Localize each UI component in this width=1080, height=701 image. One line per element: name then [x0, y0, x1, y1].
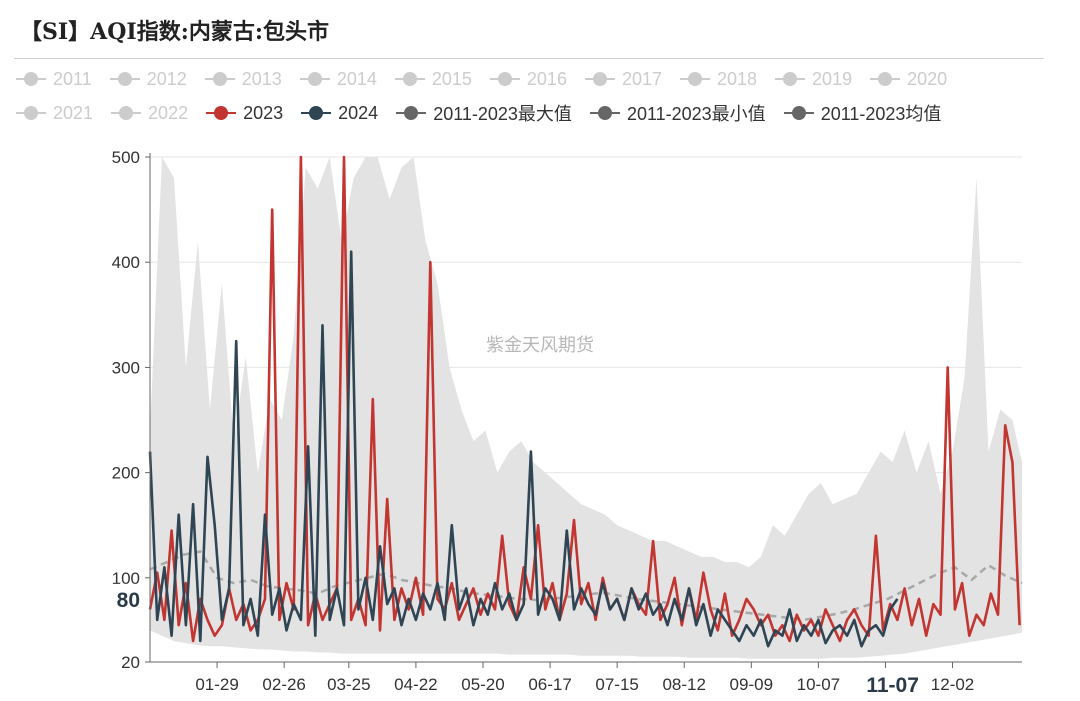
chart-legend: 2011 2012 2013 2014 2015 2016 2017 2018 2019 2020… [16, 62, 1066, 130]
mean-line [149, 550, 1023, 622]
min-max-band [150, 157, 1022, 659]
y-tick-label: 400 [112, 253, 140, 272]
hover-value-label: 80 [117, 589, 140, 612]
legend-row-bottom: 2021 2022 2023 2024 2011-2023最大值 2011-2023最小值… [16, 96, 1066, 130]
legend-label: 2012 [146, 68, 187, 89]
legend-item-2011-2023最大值[interactable]: 2011-2023最大值 [396, 100, 572, 126]
legend-marker-icon [299, 72, 330, 86]
legend-item-2023[interactable]: 2023 [206, 103, 283, 124]
legend-label: 2011-2023最大值 [433, 104, 572, 124]
legend-item-2014[interactable]: 2014 [299, 68, 377, 90]
legend-item-2021[interactable]: 2021 [16, 103, 93, 124]
hover-date-box [854, 670, 931, 698]
legend-label: 2019 [812, 68, 853, 89]
legend-label: 2013 [241, 68, 282, 89]
x-tick-label: 07-15 [595, 675, 638, 694]
x-tick-label: 12-02 [931, 675, 974, 694]
legend-item-2017[interactable]: 2017 [584, 68, 662, 90]
hover-indicator: 11-07 80 [110, 583, 931, 698]
legend-marker-icon [204, 72, 235, 86]
x-tick-label: 08-12 [662, 675, 705, 694]
x-tick-label: 02-26 [262, 675, 305, 694]
hover-value-box [110, 583, 146, 612]
legend-item-2022[interactable]: 2022 [111, 103, 188, 124]
x-tick-label: 05-20 [461, 675, 504, 694]
page-title: 【SI】AQI指数:内蒙古:包头市 [20, 19, 329, 45]
title-divider [14, 58, 1044, 59]
legend-label: 2011-2023最小值 [626, 104, 766, 124]
mean-series-line [149, 550, 1023, 622]
x-tick-label: 01-29 [195, 675, 238, 694]
band-area [150, 157, 1022, 659]
x-tick-label: 06-17 [528, 675, 571, 694]
y-tick-label: 500 [112, 148, 140, 167]
legend-item-2020[interactable]: 2020 [870, 69, 947, 90]
y-tick-label: 300 [112, 358, 140, 377]
legend-label: 2017 [621, 68, 662, 89]
legend-item-2016[interactable]: 2016 [489, 68, 567, 90]
series-2024-line [148, 250, 899, 648]
legend-marker-icon [16, 106, 46, 120]
legend-marker-icon [680, 72, 710, 86]
legend-marker-icon [394, 72, 425, 86]
legend-label: 2016 [526, 68, 567, 89]
legend-marker-icon [206, 106, 237, 120]
legend-marker-icon [783, 106, 814, 120]
legend-item-2018[interactable]: 2018 [680, 69, 757, 90]
legend-marker-icon [109, 72, 140, 86]
y-tick-label: 20 [121, 653, 140, 672]
legend-item-2015[interactable]: 2015 [394, 68, 472, 90]
legend-label: 2014 [336, 68, 377, 89]
legend-marker-icon [584, 72, 615, 86]
legend-label: 2015 [431, 68, 472, 89]
series-2024 [148, 250, 899, 648]
legend-label: 2020 [907, 68, 948, 89]
legend-label: 2021 [53, 102, 94, 123]
legend-marker-icon [111, 106, 142, 120]
legend-item-2011-2023最小值[interactable]: 2011-2023最小值 [589, 100, 766, 126]
legend-marker-icon [870, 72, 901, 86]
x-tick-label: 04-22 [394, 675, 437, 694]
watermark: 紫金天风期货 [486, 335, 594, 356]
y-tick-label: 100 [112, 569, 140, 588]
legend-marker-icon [775, 72, 806, 86]
legend-marker-icon [489, 72, 520, 86]
legend-label: 2018 [717, 68, 758, 89]
y-tick-label: 200 [112, 464, 140, 483]
hover-date-label: 11-07 [866, 674, 919, 697]
legend-item-2011-2023均值[interactable]: 2011-2023均值 [783, 100, 942, 126]
x-tick-label: 10-07 [797, 675, 840, 694]
legend-marker-icon [301, 106, 332, 120]
legend-item-2019[interactable]: 2019 [775, 69, 852, 90]
legend-item-2013[interactable]: 2013 [204, 68, 282, 90]
legend-item-2012[interactable]: 2012 [109, 68, 187, 90]
legend-item-2024[interactable]: 2024 [301, 103, 378, 124]
legend-label: 2022 [148, 102, 189, 123]
legend-row-top: 2011 2012 2013 2014 2015 2016 2017 2018 2019 2020 [16, 62, 1066, 96]
legend-label: 2023 [243, 102, 284, 123]
legend-marker-icon [16, 72, 46, 86]
legend-marker-icon [396, 106, 427, 120]
x-tick-label: 03-25 [327, 675, 370, 694]
legend-marker-icon [589, 106, 620, 120]
legend-item-2011[interactable]: 2011 [16, 69, 92, 90]
legend-label: 2011-2023均值 [820, 104, 942, 124]
x-tick-label: 09-09 [730, 675, 773, 694]
legend-label: 2024 [338, 102, 379, 123]
legend-label: 2011 [53, 68, 92, 89]
